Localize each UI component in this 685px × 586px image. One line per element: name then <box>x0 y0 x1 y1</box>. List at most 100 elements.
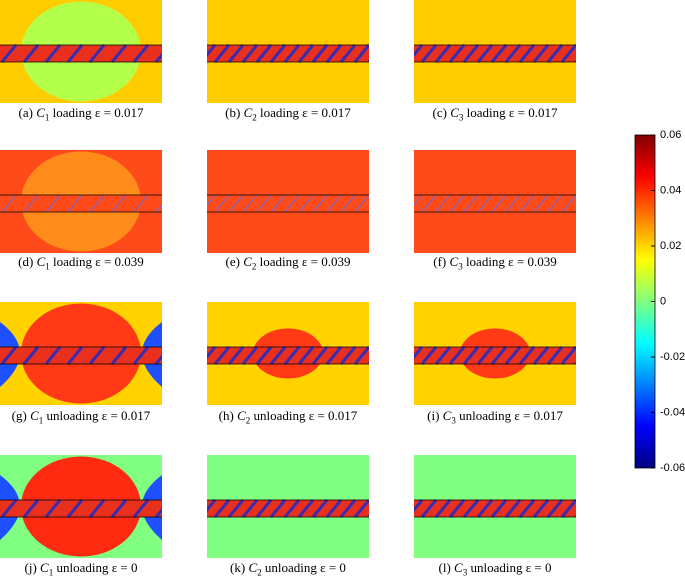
shear-stripe <box>518 44 536 63</box>
shear-stripe <box>477 194 493 213</box>
shear-stripe <box>44 44 62 63</box>
shear-stripe <box>353 499 369 518</box>
panel-image <box>0 455 162 558</box>
caption-symbol: C <box>40 560 49 575</box>
shear-stripe <box>228 194 244 213</box>
shear-stripe <box>560 346 576 365</box>
caption: (g) C1 unloading ε = 0.017 <box>0 408 181 426</box>
shear-stripe <box>270 194 286 213</box>
shear-stripe <box>154 52 162 63</box>
shear-stripe <box>462 44 480 63</box>
shear-stripe <box>269 44 287 63</box>
shear-stripe <box>339 346 357 365</box>
caption-subscript: 1 <box>48 567 54 578</box>
shear-stripe <box>414 44 424 58</box>
shear-stripe <box>448 499 466 518</box>
shear-stripe <box>154 354 162 365</box>
shear-stripe <box>256 194 272 213</box>
caption-text: loading ε = 0.039 <box>465 254 557 269</box>
shear-stripe <box>532 499 550 518</box>
caption-text: unloading ε = 0 <box>470 560 552 575</box>
shear-stripe <box>133 194 149 213</box>
shear-stripe <box>255 499 273 518</box>
band <box>414 195 576 212</box>
caption: (h) C2 unloading ε = 0.017 <box>188 408 388 426</box>
caption-symbol: C <box>243 105 253 120</box>
shear-stripe <box>110 499 128 518</box>
caption-tag: (i) <box>427 408 440 423</box>
caption-text: unloading ε = 0.017 <box>253 408 358 423</box>
shear-stripe <box>284 194 300 213</box>
shear-stripe <box>490 44 508 63</box>
shear-stripe <box>490 499 508 518</box>
shear-stripe <box>546 346 564 365</box>
shear-stripe <box>476 499 494 518</box>
shear-stripe <box>22 499 40 518</box>
caption-subscript: 2 <box>245 415 251 426</box>
caption-subscript: 2 <box>257 567 262 578</box>
shear-stripe <box>491 194 507 213</box>
shear-stripe <box>420 499 438 518</box>
caption-text: loading ε = 0.039 <box>53 254 144 269</box>
shear-stripe <box>241 499 259 518</box>
caption-subscript: 1 <box>44 112 50 123</box>
tick-label: 0 <box>660 295 666 307</box>
shear-stripe <box>311 499 329 518</box>
colorbar: 0.06 0.04 0.02 0 -0.02 -0.04 -0.06 <box>634 130 685 474</box>
shear-stripe <box>88 499 106 518</box>
shear-stripe <box>532 44 550 63</box>
panel-image <box>207 302 369 405</box>
caption-text: unloading ε = 0 <box>264 560 346 575</box>
caption-symbol: C <box>30 408 39 423</box>
shear-stripe <box>533 194 549 213</box>
caption: (a) C1 loading ε = 0.017 <box>0 105 181 123</box>
caption-symbol: C <box>454 560 463 575</box>
shear-stripe <box>23 194 39 213</box>
caption-symbol: C <box>36 254 46 269</box>
caption-tag: (g) <box>11 408 27 423</box>
shear-stripe <box>353 346 369 365</box>
shear-stripe <box>213 346 231 365</box>
shear-stripe <box>283 44 301 63</box>
shear-stripe <box>339 44 357 63</box>
caption: (e) C2 loading ε = 0.039 <box>188 254 388 272</box>
shear-stripe <box>132 499 150 518</box>
caption-text: loading ε = 0.017 <box>52 105 144 120</box>
panel-image <box>207 0 369 103</box>
caption: (f) C3 loading ε = 0.039 <box>395 254 595 272</box>
caption-tag: (e) <box>225 254 240 269</box>
tick-label: 0.02 <box>660 240 681 252</box>
caption-symbol: C <box>237 408 246 423</box>
shear-stripe <box>505 194 521 213</box>
caption: (d) C1 loading ε = 0.039 <box>0 254 181 272</box>
shear-stripe <box>88 44 106 63</box>
shear-stripe <box>311 346 329 365</box>
panel-image <box>0 0 162 103</box>
shear-stripe <box>312 194 328 213</box>
caption-tag: (b) <box>225 105 241 120</box>
panel-image <box>0 150 162 253</box>
shear-stripe <box>269 499 287 518</box>
shear-stripe <box>434 346 452 365</box>
shear-stripe <box>214 194 230 213</box>
shear-stripe <box>448 44 466 63</box>
shear-stripe <box>154 507 162 518</box>
shear-stripe <box>111 194 127 213</box>
shear-stripe <box>283 499 301 518</box>
shear-stripe <box>326 194 342 213</box>
shear-stripe <box>227 44 245 63</box>
shear-stripe <box>519 194 535 213</box>
shear-stripe <box>110 346 128 365</box>
shear-stripe <box>207 499 217 513</box>
shear-stripe <box>547 194 563 213</box>
shear-stripe <box>340 194 356 213</box>
shear-stripe <box>354 194 369 213</box>
panel-image <box>0 302 162 405</box>
caption-tag: (l) <box>438 560 451 575</box>
shear-stripe <box>22 346 40 365</box>
panel-image <box>414 455 576 558</box>
caption-symbol: C <box>243 254 252 269</box>
shear-stripe <box>504 346 522 365</box>
shear-stripe <box>110 44 128 63</box>
